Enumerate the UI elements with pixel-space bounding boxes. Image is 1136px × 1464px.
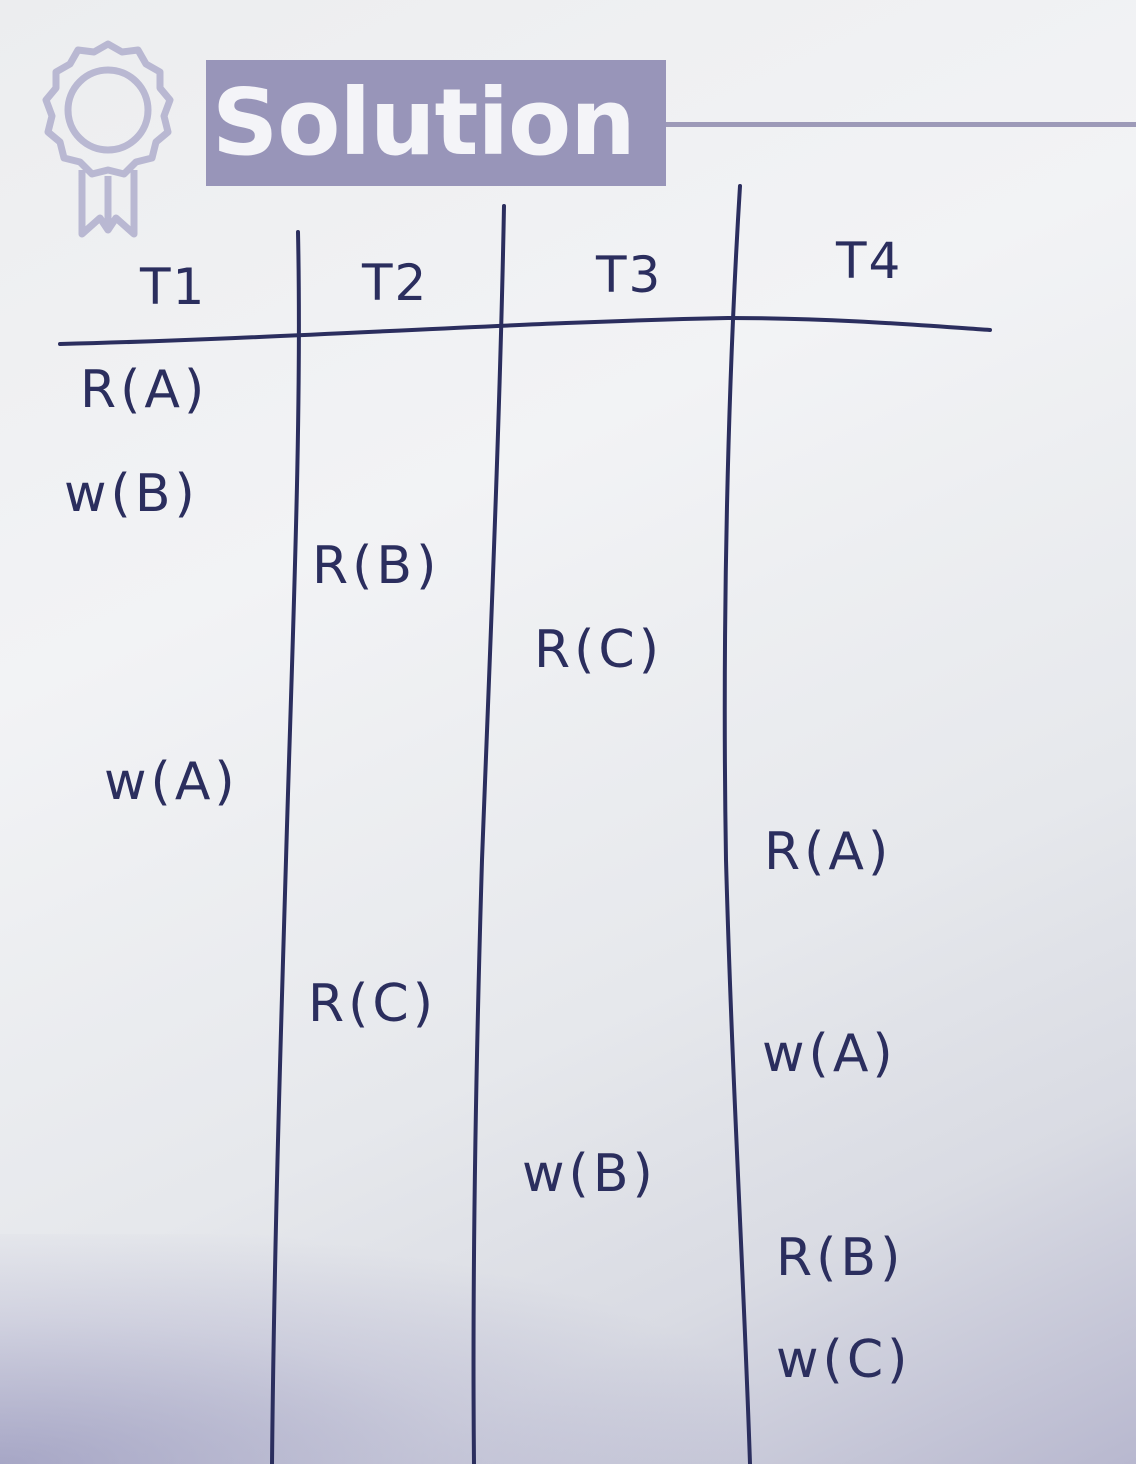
op-t3-read-c: R(C) xyxy=(534,620,664,680)
op-t2-read-c: R(C) xyxy=(308,974,438,1034)
column-divider-2 xyxy=(471,204,506,1464)
op-t1-read-a: R(A) xyxy=(80,360,209,420)
column-divider-3 xyxy=(722,184,752,1464)
header-t4: T4 xyxy=(836,232,903,290)
op-t1-write-b: w(B) xyxy=(64,464,199,524)
header-t3: T3 xyxy=(596,246,663,304)
op-t4-write-a: w(A) xyxy=(762,1024,897,1084)
award-ribbon-icon xyxy=(42,40,174,238)
op-t1-write-a: w(A) xyxy=(104,752,239,812)
header-t2: T2 xyxy=(362,254,429,312)
op-t4-read-a: R(A) xyxy=(764,822,893,882)
page-title: Solution xyxy=(212,69,636,176)
column-divider-1 xyxy=(270,230,301,1464)
op-t2-read-b: R(B) xyxy=(312,536,441,596)
header-t1: T1 xyxy=(140,258,207,316)
title-banner xyxy=(206,60,666,186)
header-rule xyxy=(58,315,992,346)
op-t4-write-c: w(C) xyxy=(776,1330,912,1390)
title-underline xyxy=(666,122,1136,127)
op-t4-read-b: R(B) xyxy=(776,1228,905,1288)
op-t3-write-b: w(B) xyxy=(522,1144,657,1204)
